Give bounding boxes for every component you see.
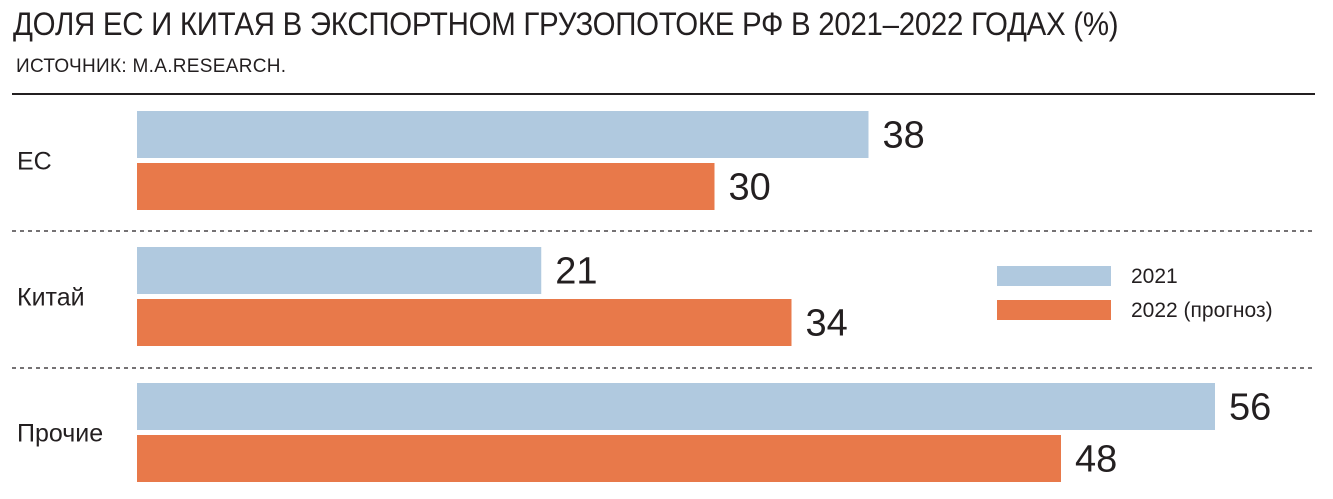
data-label-0-0: 38 bbox=[883, 115, 925, 157]
data-label-0-1: 30 bbox=[729, 167, 771, 209]
bar-2-1 bbox=[137, 435, 1061, 482]
category-label-0: ЕС bbox=[17, 148, 52, 176]
legend-swatch-0 bbox=[997, 266, 1111, 286]
data-label-2-1: 48 bbox=[1075, 439, 1117, 481]
category-label-1: Китай bbox=[17, 284, 85, 312]
legend-swatch-1 bbox=[997, 300, 1111, 320]
chart-source: ИСТОЧНИК: M.A.RESEARCH. bbox=[16, 56, 287, 77]
data-label-2-0: 56 bbox=[1229, 387, 1271, 429]
bar-2-0 bbox=[137, 383, 1215, 430]
legend-label-1: 2022 (прогноз) bbox=[1131, 299, 1273, 322]
data-label-1-0: 21 bbox=[555, 251, 597, 293]
data-label-1-1: 34 bbox=[806, 303, 848, 345]
bar-1-0 bbox=[137, 247, 542, 294]
chart-title: ДОЛЯ ЕС И КИТАЯ В ЭКСПОРТНОМ ГРУЗОПОТОКЕ… bbox=[13, 6, 1119, 42]
bar-1-1 bbox=[137, 299, 792, 346]
header-rule bbox=[12, 93, 1315, 95]
category-label-2: Прочие bbox=[17, 420, 103, 448]
bar-0-0 bbox=[137, 111, 869, 158]
bar-0-1 bbox=[137, 163, 715, 210]
legend-label-0: 2021 bbox=[1131, 265, 1178, 288]
